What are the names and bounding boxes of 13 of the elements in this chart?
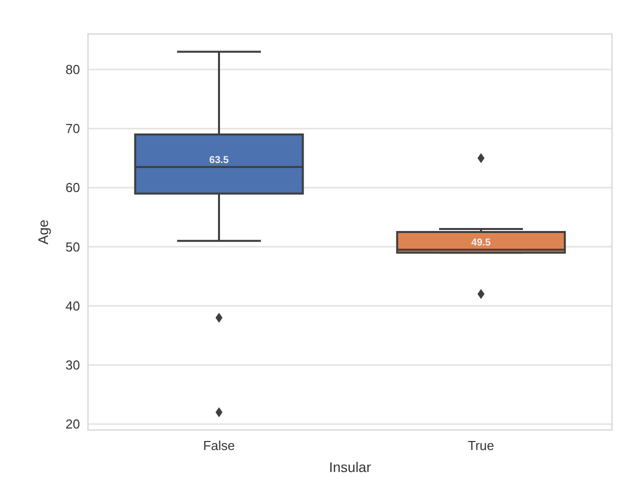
y-tick-label: 60 [66,180,80,196]
y-tick-label: 50 [66,239,80,254]
x-axis-title: Insular [328,459,372,475]
x-tick-label: False [203,438,235,453]
annotation: 49.5 [471,238,492,249]
y-tick-label: 80 [66,62,80,78]
y-tick-label: 20 [66,416,80,432]
x-tick-label: True [468,438,494,453]
y-axis-title: Age [35,219,51,244]
y-tick-label: 70 [66,121,80,136]
annotation: 63.5 [209,154,230,166]
y-tick-label: 40 [66,298,80,314]
y-tick-label: 30 [66,358,80,373]
